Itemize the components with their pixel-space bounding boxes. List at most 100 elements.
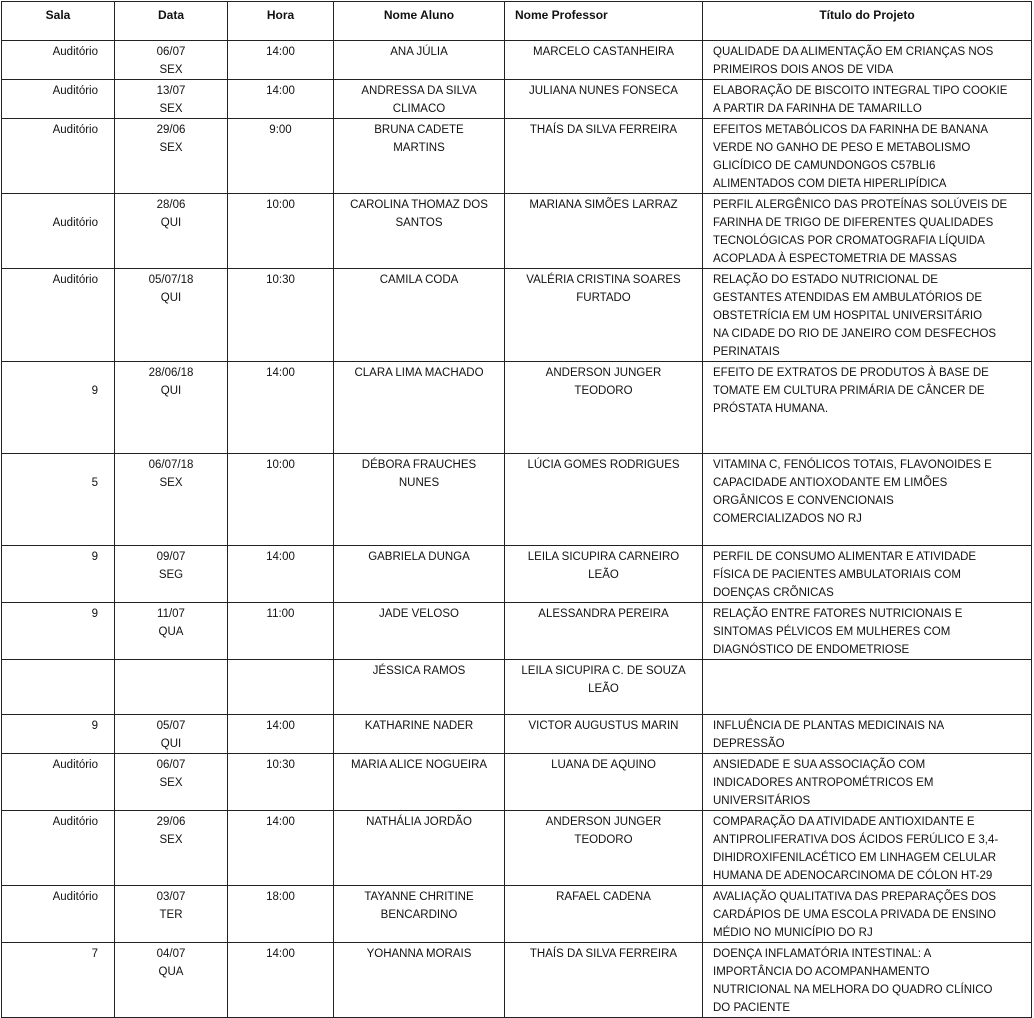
- cell-professor: RAFAEL CADENA: [504, 885, 703, 943]
- cell-data: [114, 659, 228, 715]
- cell-hora: 9:00: [227, 118, 334, 194]
- header-professor: Nome Professor: [504, 1, 703, 41]
- header-aluno: Nome Aluno: [333, 1, 505, 41]
- cell-hora: 14:00: [227, 545, 334, 603]
- cell-aluno: JADE VELOSO: [333, 602, 505, 660]
- cell-titulo: DOENÇA INFLAMATÓRIA INTESTINAL: A IMPORT…: [702, 942, 1032, 1018]
- cell-aluno: TAYANNE CHRITINE BENCARDINO: [333, 885, 505, 943]
- cell-hora: 11:00: [227, 602, 334, 660]
- cell-titulo: ELABORAÇÃO DE BISCOITO INTEGRAL TIPO COO…: [702, 79, 1032, 119]
- header-hora: Hora: [227, 1, 334, 41]
- cell-hora: 14:00: [227, 810, 334, 886]
- cell-data: 05/07 QUI: [114, 714, 228, 754]
- cell-professor: LÚCIA GOMES RODRIGUES: [504, 453, 703, 546]
- cell-sala: 9: [1, 545, 115, 603]
- table-row: Auditório 13/07 SEX 14:00 ANDRESSA DA SILVA…: [1, 79, 1032, 119]
- cell-hora: 10:00: [227, 453, 334, 546]
- cell-professor: MARIANA SIMÕES LARRAZ: [504, 193, 703, 269]
- table-row: 9 05/07 QUI 14:00 KATHARINE NADER VICTOR AUG…: [1, 714, 1032, 754]
- cell-sala: Auditório: [1, 193, 115, 269]
- cell-sala: Auditório: [1, 753, 115, 811]
- cell-titulo: QUALIDADE DA ALIMENTAÇÃO EM CRIANÇAS NOS…: [702, 40, 1032, 80]
- cell-data: 11/07 QUA: [114, 602, 228, 660]
- table-body: Auditório 06/07 SEX 14:00 ANA JÚLIA MARCELO …: [1, 40, 1032, 1018]
- cell-sala: Auditório: [1, 79, 115, 119]
- header-data: Data: [114, 1, 228, 41]
- cell-data: 06/07 SEX: [114, 753, 228, 811]
- cell-professor: THAÍS DA SILVA FERREIRA: [504, 942, 703, 1018]
- cell-sala: Auditório: [1, 810, 115, 886]
- cell-sala: Auditório: [1, 40, 115, 80]
- cell-data: 13/07 SEX: [114, 79, 228, 119]
- cell-aluno: KATHARINE NADER: [333, 714, 505, 754]
- table-row: 5 06/07/18 SEX 10:00 DÉBORA FRAUCHES NUNES L…: [1, 453, 1032, 546]
- cell-hora: 10:30: [227, 753, 334, 811]
- cell-data: 28/06/18 QUI: [114, 361, 228, 454]
- cell-sala: 9: [1, 361, 115, 454]
- table-row: Auditório 03/07 TER 18:00 TAYANNE CHRITINE …: [1, 885, 1032, 943]
- header-sala: Sala: [1, 1, 115, 41]
- cell-aluno: CAROLINA THOMAZ DOS SANTOS: [333, 193, 505, 269]
- table-row: 9 28/06/18 QUI 14:00 CLARA LIMA MACHADO ANDE…: [1, 361, 1032, 454]
- cell-hora: 14:00: [227, 40, 334, 80]
- table-row: Auditório 05/07/18 QUI 10:30 CAMILA CODA VAL…: [1, 268, 1032, 362]
- cell-hora: 14:00: [227, 942, 334, 1018]
- cell-sala: 5: [1, 453, 115, 546]
- cell-aluno: MARIA ALICE NOGUEIRA: [333, 753, 505, 811]
- table-row: Auditório 06/07 SEX 14:00 ANA JÚLIA MARCELO …: [1, 40, 1032, 80]
- cell-professor: VALÉRIA CRISTINA SOARES FURTADO: [504, 268, 703, 362]
- cell-data: 06/07 SEX: [114, 40, 228, 80]
- cell-professor: ANDERSON JUNGER TEODORO: [504, 361, 703, 454]
- cell-titulo: [702, 659, 1032, 715]
- cell-aluno: GABRIELA DUNGA: [333, 545, 505, 603]
- cell-titulo: PERFIL ALERGÊNICO DAS PROTEÍNAS SOLÚVEIS…: [702, 193, 1032, 269]
- table-row: Auditório 28/06 QUI 10:00 CAROLINA THOMAZ D…: [1, 193, 1032, 269]
- cell-titulo: VITAMINA C, FENÓLICOS TOTAIS, FLAVONOIDE…: [702, 453, 1032, 546]
- cell-hora: 18:00: [227, 885, 334, 943]
- cell-professor: VICTOR AUGUSTUS MARIN: [504, 714, 703, 754]
- cell-professor: LUANA DE AQUINO: [504, 753, 703, 811]
- cell-professor: MARCELO CASTANHEIRA: [504, 40, 703, 80]
- table-row: 9 11/07 QUA 11:00 JADE VELOSO ALESSANDRA PER…: [1, 602, 1032, 660]
- cell-aluno: DÉBORA FRAUCHES NUNES: [333, 453, 505, 546]
- cell-aluno: CAMILA CODA: [333, 268, 505, 362]
- cell-data: 03/07 TER: [114, 885, 228, 943]
- cell-data: 05/07/18 QUI: [114, 268, 228, 362]
- cell-sala: Auditório: [1, 118, 115, 194]
- cell-data: 29/06 SEX: [114, 118, 228, 194]
- cell-data: 29/06 SEX: [114, 810, 228, 886]
- cell-aluno: BRUNA CADETE MARTINS: [333, 118, 505, 194]
- cell-data: 09/07 SEG: [114, 545, 228, 603]
- cell-hora: 10:30: [227, 268, 334, 362]
- table-row: 9 09/07 SEG 14:00 GABRIELA DUNGA LEILA SICUP…: [1, 545, 1032, 603]
- cell-sala: 9: [1, 714, 115, 754]
- cell-hora: 14:00: [227, 361, 334, 454]
- cell-aluno: ANA JÚLIA: [333, 40, 505, 80]
- cell-titulo: COMPARAÇÃO DA ATIVIDADE ANTIOXIDANTE E A…: [702, 810, 1032, 886]
- cell-titulo: PERFIL DE CONSUMO ALIMENTAR E ATIVIDADE …: [702, 545, 1032, 603]
- cell-data: 28/06 QUI: [114, 193, 228, 269]
- cell-sala: 7: [1, 942, 115, 1018]
- cell-titulo: ANSIEDADE E SUA ASSOCIAÇÃO COM INDICADOR…: [702, 753, 1032, 811]
- cell-sala: 9: [1, 602, 115, 660]
- table-row: JÉSSICA RAMOS LEILA SICUPIRA C. DE SOUZA …: [1, 659, 1032, 715]
- header-titulo: Título do Projeto: [702, 1, 1032, 41]
- cell-professor: LEILA SICUPIRA C. DE SOUZA LEÃO: [504, 659, 703, 715]
- cell-data: 06/07/18 SEX: [114, 453, 228, 546]
- cell-titulo: RELAÇÃO ENTRE FATORES NUTRICIONAIS E SIN…: [702, 602, 1032, 660]
- cell-professor: LEILA SICUPIRA CARNEIRO LEÃO: [504, 545, 703, 603]
- cell-hora: [227, 659, 334, 715]
- cell-titulo: RELAÇÃO DO ESTADO NUTRICIONAL DE GESTANT…: [702, 268, 1032, 362]
- cell-hora: 10:00: [227, 193, 334, 269]
- cell-professor: THAÍS DA SILVA FERREIRA: [504, 118, 703, 194]
- cell-titulo: EFEITO DE EXTRATOS DE PRODUTOS À BASE DE…: [702, 361, 1032, 454]
- cell-titulo: INFLUÊNCIA DE PLANTAS MEDICINAIS NA DEPR…: [702, 714, 1032, 754]
- table-row: Auditório 29/06 SEX 14:00 NATHÁLIA JORDÃO AN…: [1, 810, 1032, 886]
- cell-aluno: YOHANNA MORAIS: [333, 942, 505, 1018]
- cell-sala: [1, 659, 115, 715]
- cell-aluno: JÉSSICA RAMOS: [333, 659, 505, 715]
- cell-professor: ALESSANDRA PEREIRA: [504, 602, 703, 660]
- cell-titulo: AVALIAÇÃO QUALITATIVA DAS PREPARAÇÕES DO…: [702, 885, 1032, 943]
- cell-professor: JULIANA NUNES FONSECA: [504, 79, 703, 119]
